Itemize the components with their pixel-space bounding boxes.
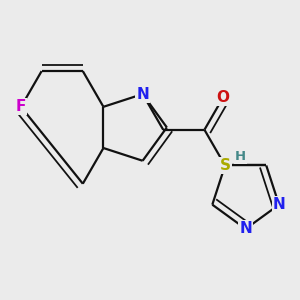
Text: N: N [239, 221, 252, 236]
Text: N: N [219, 158, 231, 173]
Text: F: F [16, 99, 26, 114]
Text: S: S [220, 158, 231, 173]
Text: N: N [273, 197, 285, 212]
Text: O: O [217, 90, 230, 105]
Text: N: N [136, 87, 149, 102]
Text: H: H [235, 150, 246, 163]
